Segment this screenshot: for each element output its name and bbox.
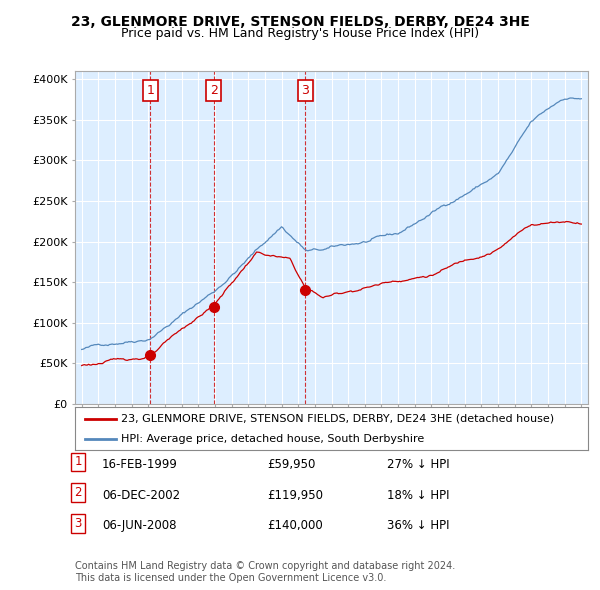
- Text: £140,000: £140,000: [267, 519, 323, 532]
- Text: 06-DEC-2002: 06-DEC-2002: [102, 489, 180, 502]
- Text: 06-JUN-2008: 06-JUN-2008: [102, 519, 176, 532]
- Text: £119,950: £119,950: [267, 489, 323, 502]
- Text: 2: 2: [74, 486, 82, 499]
- Text: 16-FEB-1999: 16-FEB-1999: [102, 458, 178, 471]
- Text: 2: 2: [209, 84, 218, 97]
- Text: 1: 1: [74, 455, 82, 468]
- Text: HPI: Average price, detached house, South Derbyshire: HPI: Average price, detached house, Sout…: [121, 434, 424, 444]
- Text: £59,950: £59,950: [267, 458, 316, 471]
- Text: 3: 3: [74, 517, 82, 530]
- Text: 23, GLENMORE DRIVE, STENSON FIELDS, DERBY, DE24 3HE (detached house): 23, GLENMORE DRIVE, STENSON FIELDS, DERB…: [121, 414, 554, 424]
- Text: 18% ↓ HPI: 18% ↓ HPI: [387, 489, 449, 502]
- Text: 3: 3: [301, 84, 309, 97]
- Text: Contains HM Land Registry data © Crown copyright and database right 2024.
This d: Contains HM Land Registry data © Crown c…: [75, 561, 455, 583]
- Text: 27% ↓ HPI: 27% ↓ HPI: [387, 458, 449, 471]
- Text: 23, GLENMORE DRIVE, STENSON FIELDS, DERBY, DE24 3HE: 23, GLENMORE DRIVE, STENSON FIELDS, DERB…: [71, 15, 529, 29]
- Text: 1: 1: [146, 84, 154, 97]
- Text: Price paid vs. HM Land Registry's House Price Index (HPI): Price paid vs. HM Land Registry's House …: [121, 27, 479, 40]
- Text: 36% ↓ HPI: 36% ↓ HPI: [387, 519, 449, 532]
